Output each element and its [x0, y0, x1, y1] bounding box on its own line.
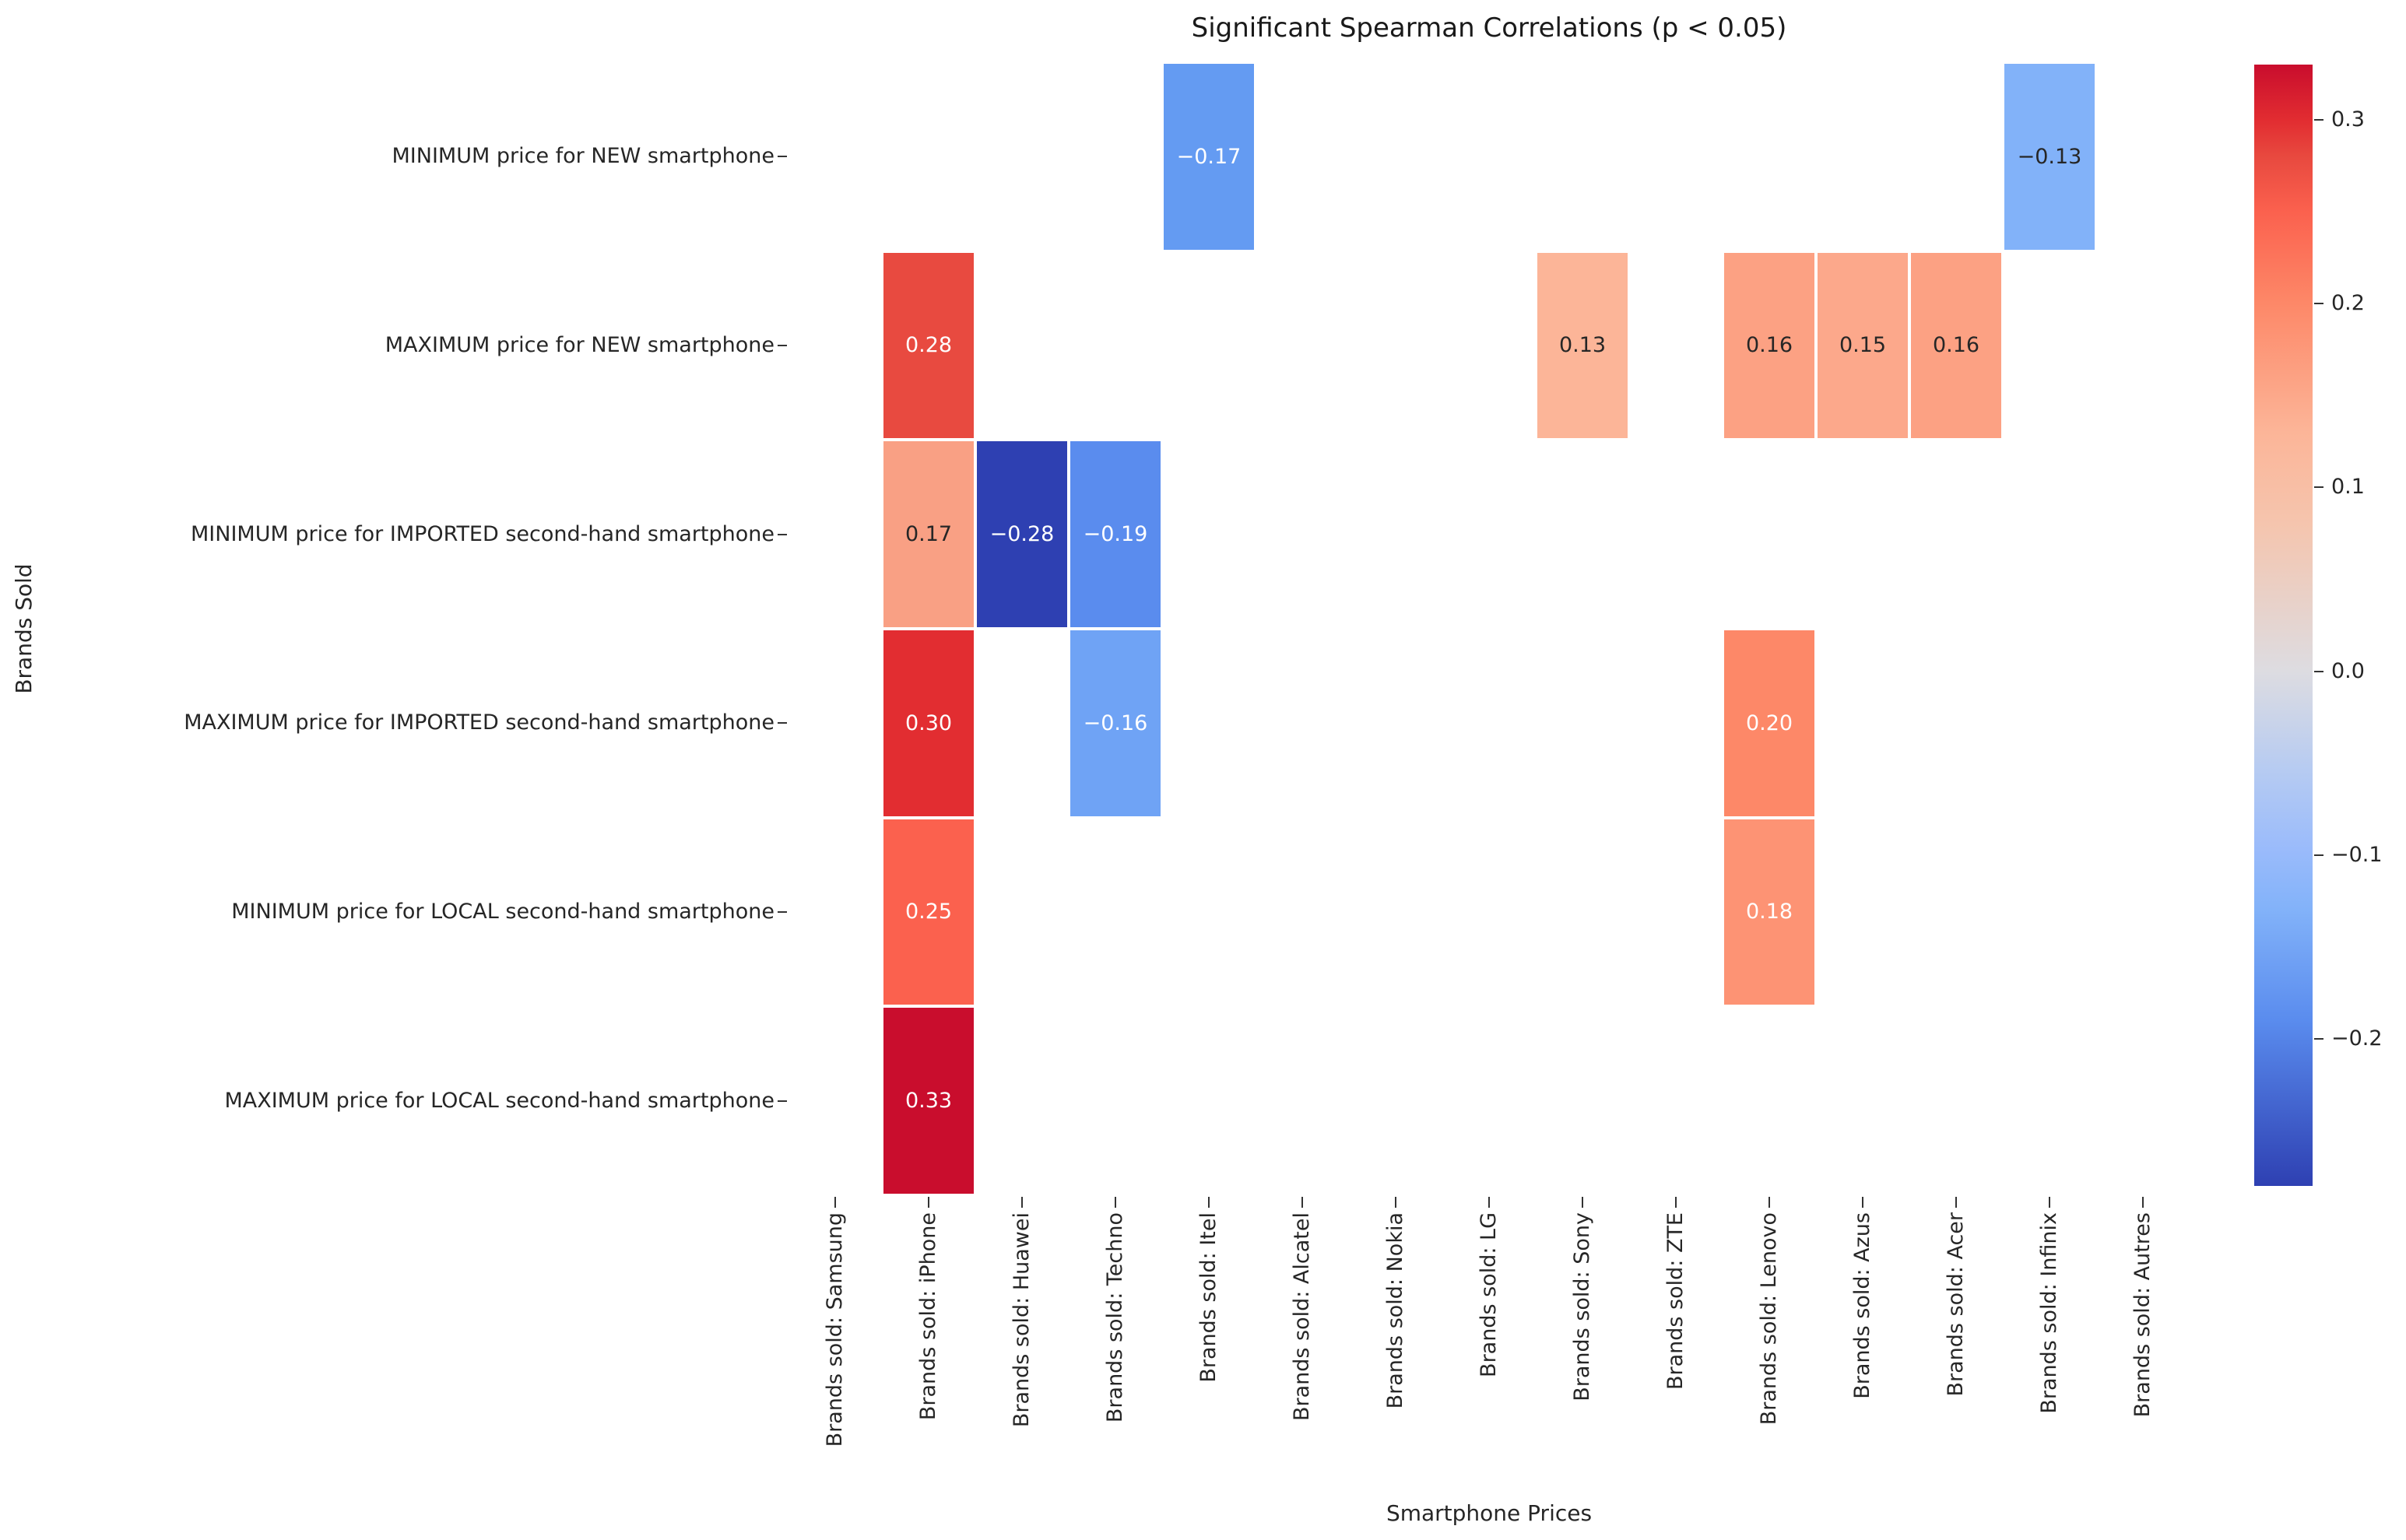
y-tick-mark: [778, 156, 787, 158]
y-tick-label: MAXIMUM price for IMPORTED second-hand s…: [184, 710, 774, 735]
y-tick-label: MAXIMUM price for NEW smartphone: [385, 333, 774, 357]
heatmap-cell: 0.30: [882, 629, 975, 818]
cell-value: 0.16: [1745, 333, 1793, 358]
chart-title: Significant Spearman Correlations (p < 0…: [1191, 12, 1787, 44]
x-tick-label: Brands sold: Azus: [1850, 1212, 1874, 1399]
cell-value: 0.25: [904, 900, 953, 924]
x-tick-mark: [1675, 1197, 1677, 1208]
x-tick-label: Brands sold: Alcatel: [1290, 1212, 1314, 1422]
colorbar-tick-mark: [2314, 118, 2323, 121]
colorbar-tick-label: 0.0: [2331, 658, 2365, 683]
heatmap-cell: 0.28: [882, 251, 975, 440]
x-tick-mark: [1115, 1197, 1116, 1208]
cell-value: 0.13: [1558, 333, 1607, 358]
y-tick-mark: [778, 722, 787, 724]
colorbar-tick-label: 0.3: [2331, 107, 2365, 132]
heatmap-cell: 0.16: [1909, 251, 2003, 440]
colorbar-tick-label: −0.1: [2331, 842, 2383, 867]
cell-value: −0.16: [1083, 710, 1148, 735]
heatmap-cell: 0.20: [1723, 629, 1816, 818]
heatmap-cell: −0.19: [1069, 440, 1162, 629]
heatmap-cell: 0.13: [1536, 251, 1629, 440]
x-tick-label: Brands sold: Nokia: [1383, 1212, 1407, 1409]
x-tick-label: Brands sold: ZTE: [1663, 1212, 1688, 1391]
y-tick-mark: [778, 911, 787, 913]
heatmap-cell: 0.33: [882, 1006, 975, 1195]
heatmap-grid: −0.17 −0.13 0.28 0.13 0.16 0.15 0.16 0.17 −0.28 −…: [789, 62, 2190, 1195]
x-tick-label: Brands sold: Huawei: [1010, 1212, 1034, 1428]
cell-value: −0.13: [2017, 144, 2082, 169]
x-tick-mark: [1768, 1197, 1770, 1208]
x-tick-label: Brands sold: LG: [1477, 1212, 1501, 1377]
x-tick-label: Brands sold: Autres: [2130, 1212, 2155, 1418]
x-tick-mark: [834, 1197, 836, 1208]
x-tick-mark: [1301, 1197, 1303, 1208]
heatmap-cell: −0.16: [1069, 629, 1162, 818]
cell-value: −0.19: [1083, 522, 1148, 547]
colorbar-tick-mark: [2314, 670, 2323, 672]
heatmap-cell: 0.15: [1816, 251, 1909, 440]
heatmap-cell: 0.17: [882, 440, 975, 629]
heatmap-cell: 0.18: [1723, 817, 1816, 1007]
x-tick-mark: [1955, 1197, 1957, 1208]
x-tick-mark: [2049, 1197, 2050, 1208]
colorbar-tick-label: 0.2: [2331, 291, 2365, 316]
x-tick-mark: [928, 1197, 929, 1208]
x-tick-label: Brands sold: Techno: [1103, 1212, 1127, 1423]
colorbar-tick-label: −0.2: [2331, 1026, 2383, 1051]
colorbar-tick-mark: [2314, 303, 2323, 305]
cell-value: 0.17: [904, 522, 953, 547]
x-tick-label: Brands sold: Itel: [1196, 1212, 1221, 1383]
x-tick-label: Brands sold: Infinix: [2037, 1212, 2061, 1414]
x-tick-mark: [1021, 1197, 1023, 1208]
x-tick-mark: [1395, 1197, 1396, 1208]
x-tick-mark: [1488, 1197, 1490, 1208]
x-tick-mark: [1862, 1197, 1863, 1208]
y-tick-label: MAXIMUM price for LOCAL second-hand smar…: [224, 1088, 774, 1113]
x-tick-mark: [1208, 1197, 1210, 1208]
colorbar-tick-mark: [2314, 854, 2323, 856]
cell-value: −0.17: [1176, 144, 1242, 169]
x-tick-label: Brands sold: Lenovo: [1757, 1212, 1781, 1426]
heatmap-cell: 0.16: [1723, 251, 1816, 440]
heatmap-cell: 0.25: [882, 817, 975, 1007]
x-tick-label: Brands sold: Acer: [1944, 1212, 1968, 1397]
y-tick-mark: [778, 345, 787, 346]
x-tick-label: Brands sold: Sony: [1570, 1212, 1594, 1401]
x-tick-mark: [1582, 1197, 1583, 1208]
heatmap-cell: −0.28: [975, 440, 1069, 629]
y-tick-label: MINIMUM price for IMPORTED second-hand s…: [191, 521, 774, 546]
x-tick-label: Brands sold: iPhone: [916, 1212, 940, 1421]
cell-value: 0.28: [904, 333, 953, 358]
heatmap-cell: −0.13: [2003, 62, 2096, 251]
x-tick-label: Brands sold: Samsung: [823, 1212, 847, 1447]
cell-value: −0.28: [989, 522, 1055, 547]
y-tick-mark: [778, 533, 787, 535]
cell-value: 0.20: [1745, 710, 1793, 735]
colorbar-tick-mark: [2314, 1038, 2323, 1040]
colorbar-tick-label: 0.1: [2331, 475, 2365, 500]
cell-value: 0.16: [1932, 333, 1980, 358]
y-tick-mark: [778, 1100, 787, 1102]
cell-value: 0.33: [904, 1089, 953, 1114]
cell-value: 0.15: [1839, 333, 1887, 358]
x-tick-mark: [2142, 1197, 2144, 1208]
y-tick-label: MINIMUM price for LOCAL second-hand smar…: [231, 900, 774, 924]
colorbar-tick-mark: [2314, 486, 2323, 489]
y-axis-title: Brands Sold: [11, 563, 37, 694]
colorbar-gradient: [2254, 65, 2313, 1186]
heatmap-cell: −0.17: [1162, 62, 1256, 251]
cell-value: 0.18: [1745, 900, 1793, 924]
cell-value: 0.30: [904, 710, 953, 735]
x-axis-title: Smartphone Prices: [1386, 1500, 1593, 1526]
y-tick-label: MINIMUM price for NEW smartphone: [392, 144, 774, 169]
